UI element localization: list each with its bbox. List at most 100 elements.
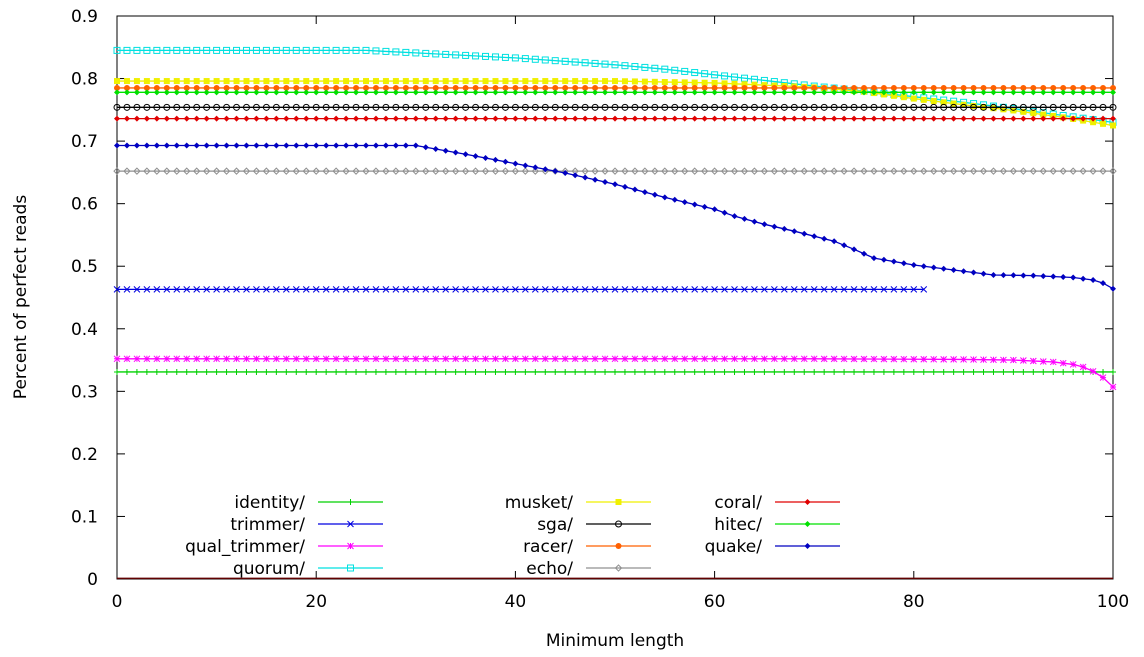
data-point	[143, 115, 150, 122]
data-point	[303, 368, 310, 375]
data-point	[1020, 368, 1027, 375]
series-hitec	[114, 89, 1116, 96]
data-point	[223, 115, 230, 122]
data-point	[1039, 167, 1047, 175]
data-point	[263, 286, 270, 293]
data-point	[114, 115, 120, 122]
data-point	[213, 46, 221, 54]
data-point	[133, 46, 141, 54]
data-point	[501, 167, 510, 175]
data-point	[820, 355, 828, 363]
data-point	[661, 84, 668, 91]
data-point	[1100, 84, 1107, 91]
data-point	[482, 155, 489, 162]
data-point	[811, 115, 818, 122]
data-point	[1060, 274, 1067, 281]
data-point	[999, 103, 1007, 111]
data-point	[303, 115, 310, 122]
data-point	[701, 286, 708, 293]
data-point	[322, 286, 330, 293]
data-point	[950, 368, 957, 375]
data-point	[382, 286, 390, 293]
data-point	[960, 356, 967, 363]
data-point	[342, 355, 350, 363]
data-point	[910, 89, 917, 96]
data-point	[1050, 84, 1057, 91]
data-point	[422, 84, 429, 91]
data-point	[501, 103, 509, 111]
data-point	[292, 103, 300, 111]
data-point	[582, 174, 589, 181]
data-point	[392, 103, 400, 111]
data-point	[740, 103, 748, 111]
data-point	[830, 103, 838, 111]
data-point	[950, 356, 957, 363]
data-point	[920, 355, 928, 363]
data-point	[801, 115, 808, 122]
data-point	[412, 167, 420, 175]
data-point	[950, 115, 957, 122]
data-point	[1080, 84, 1087, 91]
data-point	[701, 355, 708, 363]
data-point	[900, 89, 907, 96]
data-point	[612, 181, 618, 188]
data-point	[751, 286, 758, 293]
data-point	[930, 167, 938, 175]
data-point	[990, 368, 997, 375]
data-point	[203, 115, 210, 122]
data-point	[970, 368, 977, 375]
data-point	[531, 355, 539, 363]
data-point	[1030, 115, 1037, 122]
data-point	[332, 355, 340, 363]
data-point	[333, 78, 340, 85]
data-point	[392, 355, 400, 363]
data-point	[990, 105, 997, 112]
data-point	[223, 78, 230, 85]
data-point	[512, 115, 519, 122]
data-point	[173, 368, 180, 375]
data-point	[681, 84, 688, 91]
data-point	[123, 84, 130, 91]
data-point	[1090, 84, 1097, 91]
data-point	[910, 368, 917, 375]
data-point	[353, 89, 360, 96]
data-point	[780, 103, 788, 111]
data-point	[1080, 275, 1087, 282]
data-point	[1039, 103, 1047, 111]
data-point	[203, 89, 210, 96]
data-point	[243, 355, 250, 363]
data-point	[233, 355, 240, 363]
data-point	[482, 368, 489, 375]
data-point	[163, 355, 171, 363]
data-point	[552, 368, 559, 375]
data-point	[273, 142, 280, 149]
data-point	[372, 355, 380, 363]
data-point	[890, 258, 897, 265]
data-point	[342, 286, 350, 293]
data-point	[173, 89, 180, 96]
data-point	[1000, 84, 1007, 91]
data-point	[890, 103, 898, 111]
data-point	[123, 167, 131, 175]
data-point	[970, 269, 977, 276]
data-point	[323, 78, 330, 85]
data-point	[780, 167, 789, 175]
data-point	[113, 46, 121, 54]
data-point	[372, 142, 379, 149]
data-point	[542, 166, 549, 173]
data-point	[292, 46, 300, 54]
data-point	[1049, 167, 1057, 175]
data-point	[143, 78, 150, 85]
legend-label: trimmer/	[230, 515, 305, 535]
data-point	[272, 167, 281, 175]
data-point	[870, 368, 877, 375]
data-point	[591, 286, 599, 293]
data-point	[482, 52, 490, 60]
data-point	[1100, 280, 1107, 287]
data-point	[402, 89, 409, 96]
data-point	[661, 103, 669, 111]
data-point	[432, 145, 439, 152]
data-point	[163, 286, 171, 293]
data-point	[512, 84, 519, 91]
data-point	[452, 84, 459, 91]
